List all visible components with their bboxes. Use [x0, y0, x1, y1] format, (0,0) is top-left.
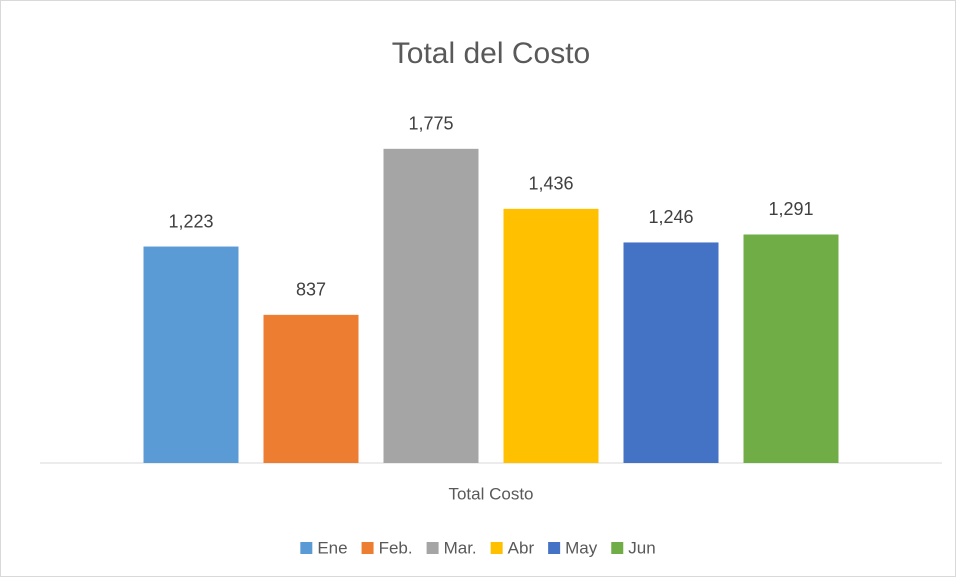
- bar: [503, 208, 599, 463]
- bar: [743, 234, 839, 463]
- data-label: 1,223: [168, 211, 213, 231]
- legend-swatch: [300, 542, 313, 554]
- chart-title: Total del Costo: [392, 37, 590, 70]
- bar: [383, 148, 479, 463]
- bar: [623, 242, 719, 463]
- legend-label: Ene: [317, 538, 347, 557]
- data-label: 1,775: [408, 114, 453, 134]
- legend-label: Jun: [628, 538, 655, 557]
- x-tick-label: Total Costo: [448, 484, 533, 503]
- legend-swatch: [611, 542, 624, 554]
- data-label: 1,291: [768, 199, 813, 219]
- legend-swatch: [426, 542, 439, 554]
- legend-swatch: [361, 542, 374, 554]
- legend-swatch: [490, 542, 503, 554]
- legend-label: May: [565, 538, 598, 557]
- legend-label: Mar.: [444, 538, 477, 557]
- legend-swatch: [548, 542, 561, 554]
- data-label: 837: [296, 280, 326, 300]
- legend-label: Feb.: [379, 538, 413, 557]
- data-label: 1,246: [648, 207, 693, 227]
- bar: [263, 314, 359, 463]
- legend-label: Abr: [508, 538, 535, 557]
- bar: [143, 246, 239, 463]
- data-label: 1,436: [528, 174, 573, 194]
